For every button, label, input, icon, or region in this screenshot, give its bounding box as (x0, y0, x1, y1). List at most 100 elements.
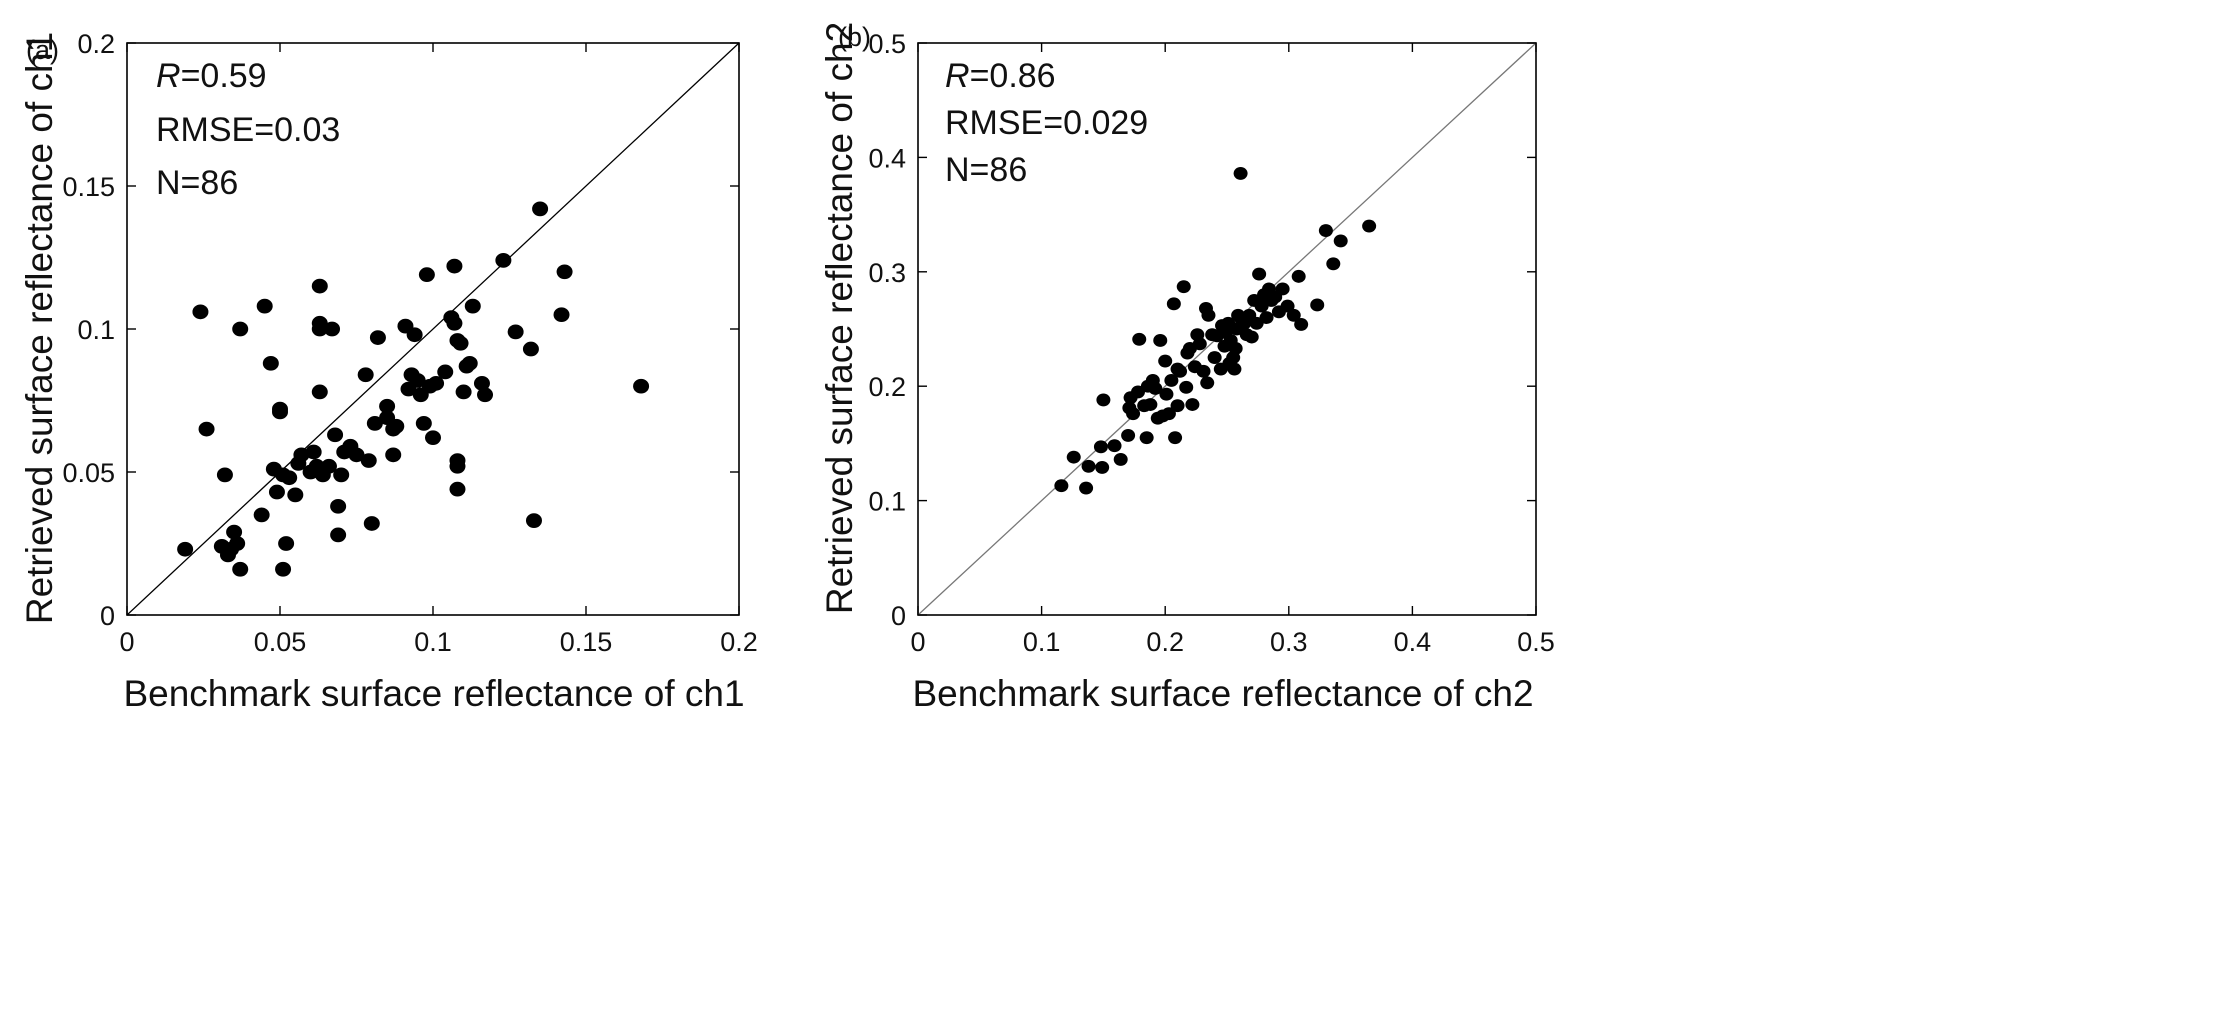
data-point-b (1362, 219, 1377, 233)
y-tick-label-b: 0.5 (868, 29, 906, 59)
data-point-b (1093, 440, 1108, 454)
rmse-annotation-a: RMSE=0.03 (156, 111, 340, 149)
data-point-b (1233, 166, 1248, 180)
data-point-a (311, 384, 328, 400)
x-tick-label-a: 0.05 (254, 627, 307, 657)
data-point-a (256, 298, 273, 314)
data-point-a (415, 416, 432, 431)
y-axis-label-a: Retrieved surface reflectance of ch1 (19, 32, 60, 624)
data-point-a (324, 321, 341, 337)
data-point-a (363, 516, 380, 531)
data-point-b (1113, 452, 1128, 466)
data-points-b (1054, 166, 1377, 495)
r-value-a: =0.59 (181, 57, 267, 95)
data-point-a (388, 418, 405, 434)
data-point-b (1326, 257, 1341, 271)
x-tick-label-b: 0 (910, 627, 925, 657)
data-point-b (1081, 459, 1096, 473)
y-tick-label-a: 0.1 (77, 315, 115, 345)
one-to-one-line-a (126, 42, 740, 616)
y-tick-label-a: 0 (100, 601, 115, 631)
x-tick-label-b: 0.5 (1517, 627, 1555, 657)
x-tick-label-b: 0.4 (1394, 627, 1432, 657)
data-point-a (198, 421, 215, 437)
data-point-b (1143, 398, 1158, 411)
data-point-a (360, 453, 377, 468)
data-point-a (262, 355, 279, 371)
r-symbol-a: R (156, 57, 181, 95)
data-point-b (1196, 364, 1211, 378)
plot-frame-b (917, 42, 1537, 616)
data-point-a (232, 321, 249, 337)
y-tick-label-b: 0 (891, 601, 906, 631)
data-point-b (1294, 317, 1309, 331)
data-point-a (348, 447, 365, 463)
x-axis-label-b: Benchmark surface reflectance of ch2 (912, 673, 1533, 714)
data-point-a (293, 447, 310, 463)
panel-label-b: (b) (838, 22, 871, 52)
axes-a: 0 0.05 0.1 0.15 0.2 0 0.05 0.1 0.15 0.2 (62, 29, 757, 657)
data-point-a (477, 387, 494, 403)
scatter-panel-a: (a) 0 0.05 0.1 0.15 0.2 0 0.05 0.1 0.15 0.2 R=0.5… (19, 29, 758, 714)
data-point-a (253, 507, 270, 523)
data-point-b (1275, 282, 1290, 296)
annotation-a: R=0.59 RMSE=0.03 N=86 (156, 57, 340, 202)
data-point-b (1318, 224, 1333, 238)
data-point-b (1159, 387, 1174, 401)
data-point-b (1244, 330, 1259, 344)
data-point-a (232, 561, 249, 577)
data-point-a (425, 430, 441, 446)
y-tick-label-a: 0.05 (62, 458, 115, 488)
data-point-a (216, 467, 233, 483)
y-tick-label-b: 0.2 (868, 372, 906, 402)
data-point-b (1121, 428, 1136, 442)
data-point-a (369, 330, 386, 345)
panel-label-a: (a) (26, 35, 59, 65)
data-point-a (556, 264, 573, 280)
data-point-a (449, 481, 466, 497)
data-point-b (1161, 407, 1176, 421)
data-point-b (1207, 351, 1222, 365)
y-axis-label-b: Retrieved surface reflectance of ch2 (819, 22, 860, 614)
rmse-annotation-b: RMSE=0.029 (945, 104, 1148, 142)
data-point-b (1126, 407, 1141, 421)
data-point-b (1179, 380, 1194, 394)
data-point-a (446, 258, 463, 274)
data-point-b (1168, 431, 1183, 445)
data-point-a (366, 416, 383, 431)
r-annotation-a: R=0.59 (156, 57, 267, 95)
x-tick-label-b: 0.1 (1023, 627, 1061, 657)
data-point-b (1139, 431, 1154, 445)
data-point-b (1227, 362, 1242, 376)
r-value-b: =0.86 (970, 57, 1056, 95)
data-point-a (357, 367, 374, 383)
data-point-b (1333, 234, 1348, 248)
data-point-b (1153, 334, 1168, 347)
y-tick-label-a: 0.15 (62, 172, 115, 202)
data-point-b (1054, 479, 1069, 493)
axes-b: 0 0.1 0.2 0.3 0.4 0.5 0 0.1 0.2 0.3 0.4 0.5 (868, 29, 1554, 657)
n-annotation-b: N=86 (945, 151, 1027, 189)
data-point-a (452, 335, 469, 351)
data-point-a (320, 458, 337, 474)
data-point-b (1096, 393, 1111, 407)
data-point-b (1291, 269, 1306, 283)
y-tick-label-a: 0.2 (77, 29, 115, 59)
data-point-a (495, 252, 512, 268)
data-point-b (1252, 267, 1267, 281)
data-point-a (446, 315, 463, 331)
data-point-a (428, 375, 445, 391)
data-point-a (461, 355, 478, 371)
data-point-a (449, 458, 466, 474)
data-point-b (1228, 342, 1243, 355)
data-point-b (1158, 354, 1173, 368)
data-point-a (330, 527, 347, 543)
data-point-a (418, 267, 435, 283)
x-tick-label-b: 0.3 (1270, 627, 1308, 657)
data-points-a (177, 201, 650, 577)
data-point-b (1201, 308, 1216, 322)
y-tick-label-b: 0.4 (868, 143, 906, 173)
data-point-a (278, 536, 295, 551)
r-symbol-b: R (945, 57, 970, 95)
